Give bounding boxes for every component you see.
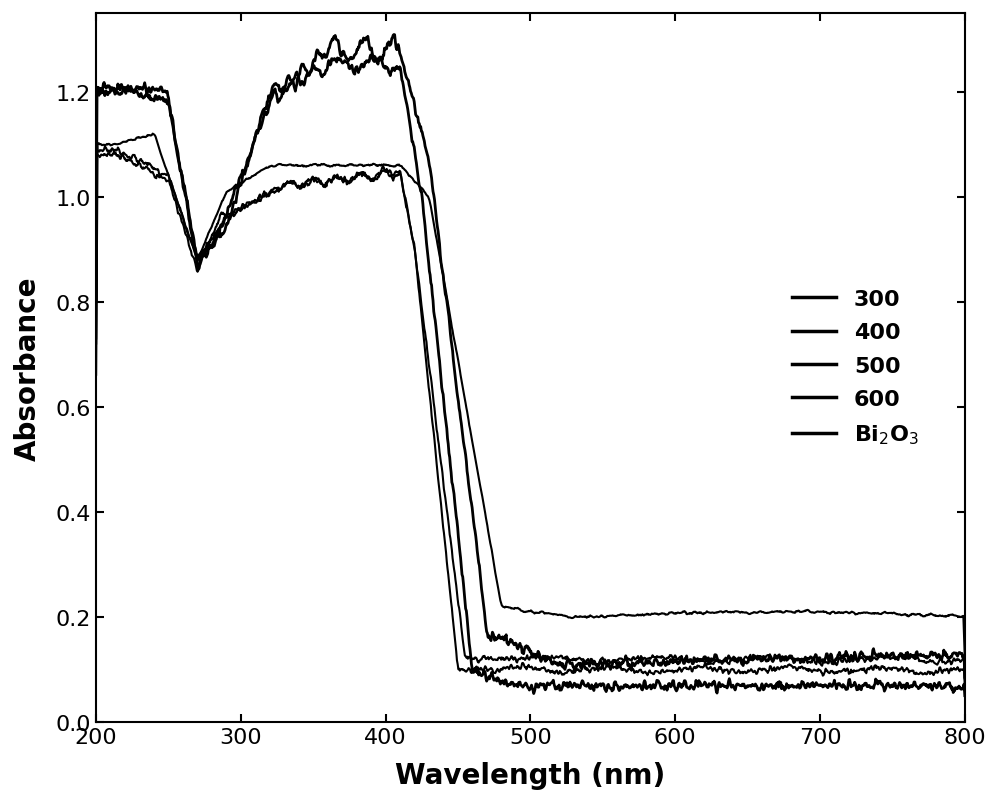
600 — [468, 654, 480, 664]
300 — [468, 517, 480, 527]
400 — [205, 243, 217, 253]
300 — [959, 673, 971, 683]
Bi$_2$O$_3$ — [959, 654, 971, 663]
Line: 300: 300 — [96, 35, 965, 678]
600 — [108, 147, 120, 157]
300 — [236, 166, 248, 176]
400 — [365, 51, 377, 61]
Bi$_2$O$_3$ — [547, 610, 559, 620]
500 — [237, 203, 249, 213]
Bi$_2$O$_3$ — [90, 370, 102, 380]
300 — [565, 658, 577, 668]
400 — [468, 668, 480, 678]
600 — [206, 230, 218, 240]
500 — [206, 234, 218, 244]
500 — [90, 334, 102, 344]
400 — [384, 70, 396, 79]
Bi$_2$O$_3$ — [206, 222, 218, 231]
X-axis label: Wavelength (nm): Wavelength (nm) — [395, 761, 666, 789]
500 — [468, 666, 480, 675]
300 — [205, 241, 217, 251]
400 — [236, 173, 248, 182]
300 — [388, 31, 400, 40]
Y-axis label: Absorbance: Absorbance — [14, 276, 42, 460]
Bi$_2$O$_3$ — [237, 178, 249, 188]
Line: 400: 400 — [96, 56, 965, 695]
300 — [90, 296, 102, 306]
600 — [384, 172, 396, 181]
300 — [547, 658, 559, 667]
300 — [383, 38, 395, 47]
Bi$_2$O$_3$ — [565, 613, 577, 623]
500 — [959, 682, 971, 691]
400 — [547, 675, 559, 685]
600 — [90, 339, 102, 349]
500 — [565, 666, 577, 676]
Bi$_2$O$_3$ — [468, 445, 480, 454]
500 — [547, 668, 559, 678]
Line: 500: 500 — [96, 147, 965, 687]
Bi$_2$O$_3$ — [147, 129, 159, 139]
Legend: 300, 400, 500, 600, Bi$_2$O$_3$: 300, 400, 500, 600, Bi$_2$O$_3$ — [783, 281, 928, 455]
600 — [565, 655, 577, 665]
400 — [959, 691, 971, 700]
600 — [237, 200, 249, 210]
500 — [99, 142, 111, 152]
Line: 600: 600 — [96, 152, 965, 679]
Bi$_2$O$_3$ — [384, 162, 396, 172]
Line: Bi$_2$O$_3$: Bi$_2$O$_3$ — [96, 134, 965, 658]
600 — [547, 653, 559, 662]
400 — [565, 680, 577, 690]
400 — [90, 295, 102, 304]
600 — [959, 675, 971, 684]
500 — [384, 166, 396, 176]
